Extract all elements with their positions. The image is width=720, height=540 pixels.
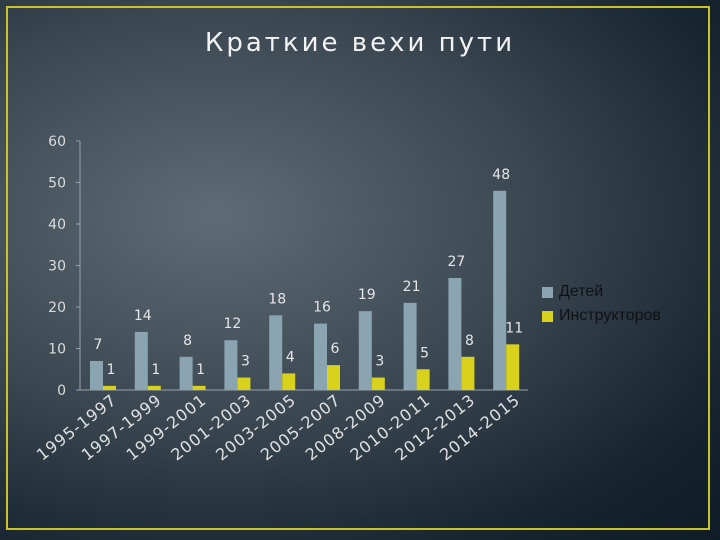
bar-instructors [461,356,475,390]
data-label-instructors: 3 [375,354,384,370]
bar-children [269,315,283,390]
data-label-instructors: 11 [505,320,523,336]
bar-children [179,356,193,390]
legend-label-children: Детей [559,283,604,300]
bar-instructors [371,377,385,390]
y-tick-label: 60 [48,134,66,150]
data-label-instructors: 6 [331,341,340,357]
y-tick-label: 10 [48,342,66,358]
data-label-children: 18 [268,291,286,307]
y-tick-label: 40 [48,217,66,233]
bar-instructors [282,373,296,390]
bar-instructors [103,385,116,390]
slide-frame [6,6,710,530]
data-label-children: 48 [492,167,510,183]
data-label-children: 21 [403,279,421,295]
data-label-instructors: 1 [196,362,205,378]
data-label-children: 12 [223,316,241,332]
data-label-children: 7 [94,337,103,353]
y-tick-label: 50 [48,176,66,192]
data-label-instructors: 1 [151,362,160,378]
data-label-instructors: 1 [107,362,116,378]
legend-swatch-instructors [542,310,553,322]
slide-title: Краткие вехи пути [204,28,516,58]
bar-instructors [416,369,430,390]
bar-children [358,311,372,390]
y-tick-label: 30 [48,259,66,275]
y-tick-label: 20 [48,300,66,316]
data-label-instructors: 8 [465,333,474,349]
bar-children [134,331,148,390]
bar-instructors [237,377,251,390]
data-label-children: 16 [313,300,331,316]
bar-instructors [147,385,161,390]
bar-instructors [327,365,340,390]
bar-children [314,323,327,390]
bar-children [493,190,507,390]
bar-instructors [192,385,206,390]
bar-instructors [506,344,520,390]
data-label-children: 19 [358,287,376,303]
bar-children [403,302,417,390]
y-tick-label: 0 [57,383,66,399]
legend-label-instructors: Инструкторов [559,307,661,324]
legend-item-children: Детей [542,280,661,304]
data-label-children: 14 [134,308,152,324]
data-label-children: 8 [183,333,192,349]
legend-item-instructors: Инструкторов [542,304,661,328]
chart-legend: Детей Инструкторов [542,280,661,328]
bar-children [448,277,462,390]
data-label-instructors: 5 [420,345,429,361]
data-label-instructors: 4 [286,349,295,365]
data-label-instructors: 3 [241,354,250,370]
bar-children [224,340,238,390]
bar-children [90,360,103,390]
legend-swatch-children [542,286,553,298]
data-label-children: 27 [447,254,465,270]
